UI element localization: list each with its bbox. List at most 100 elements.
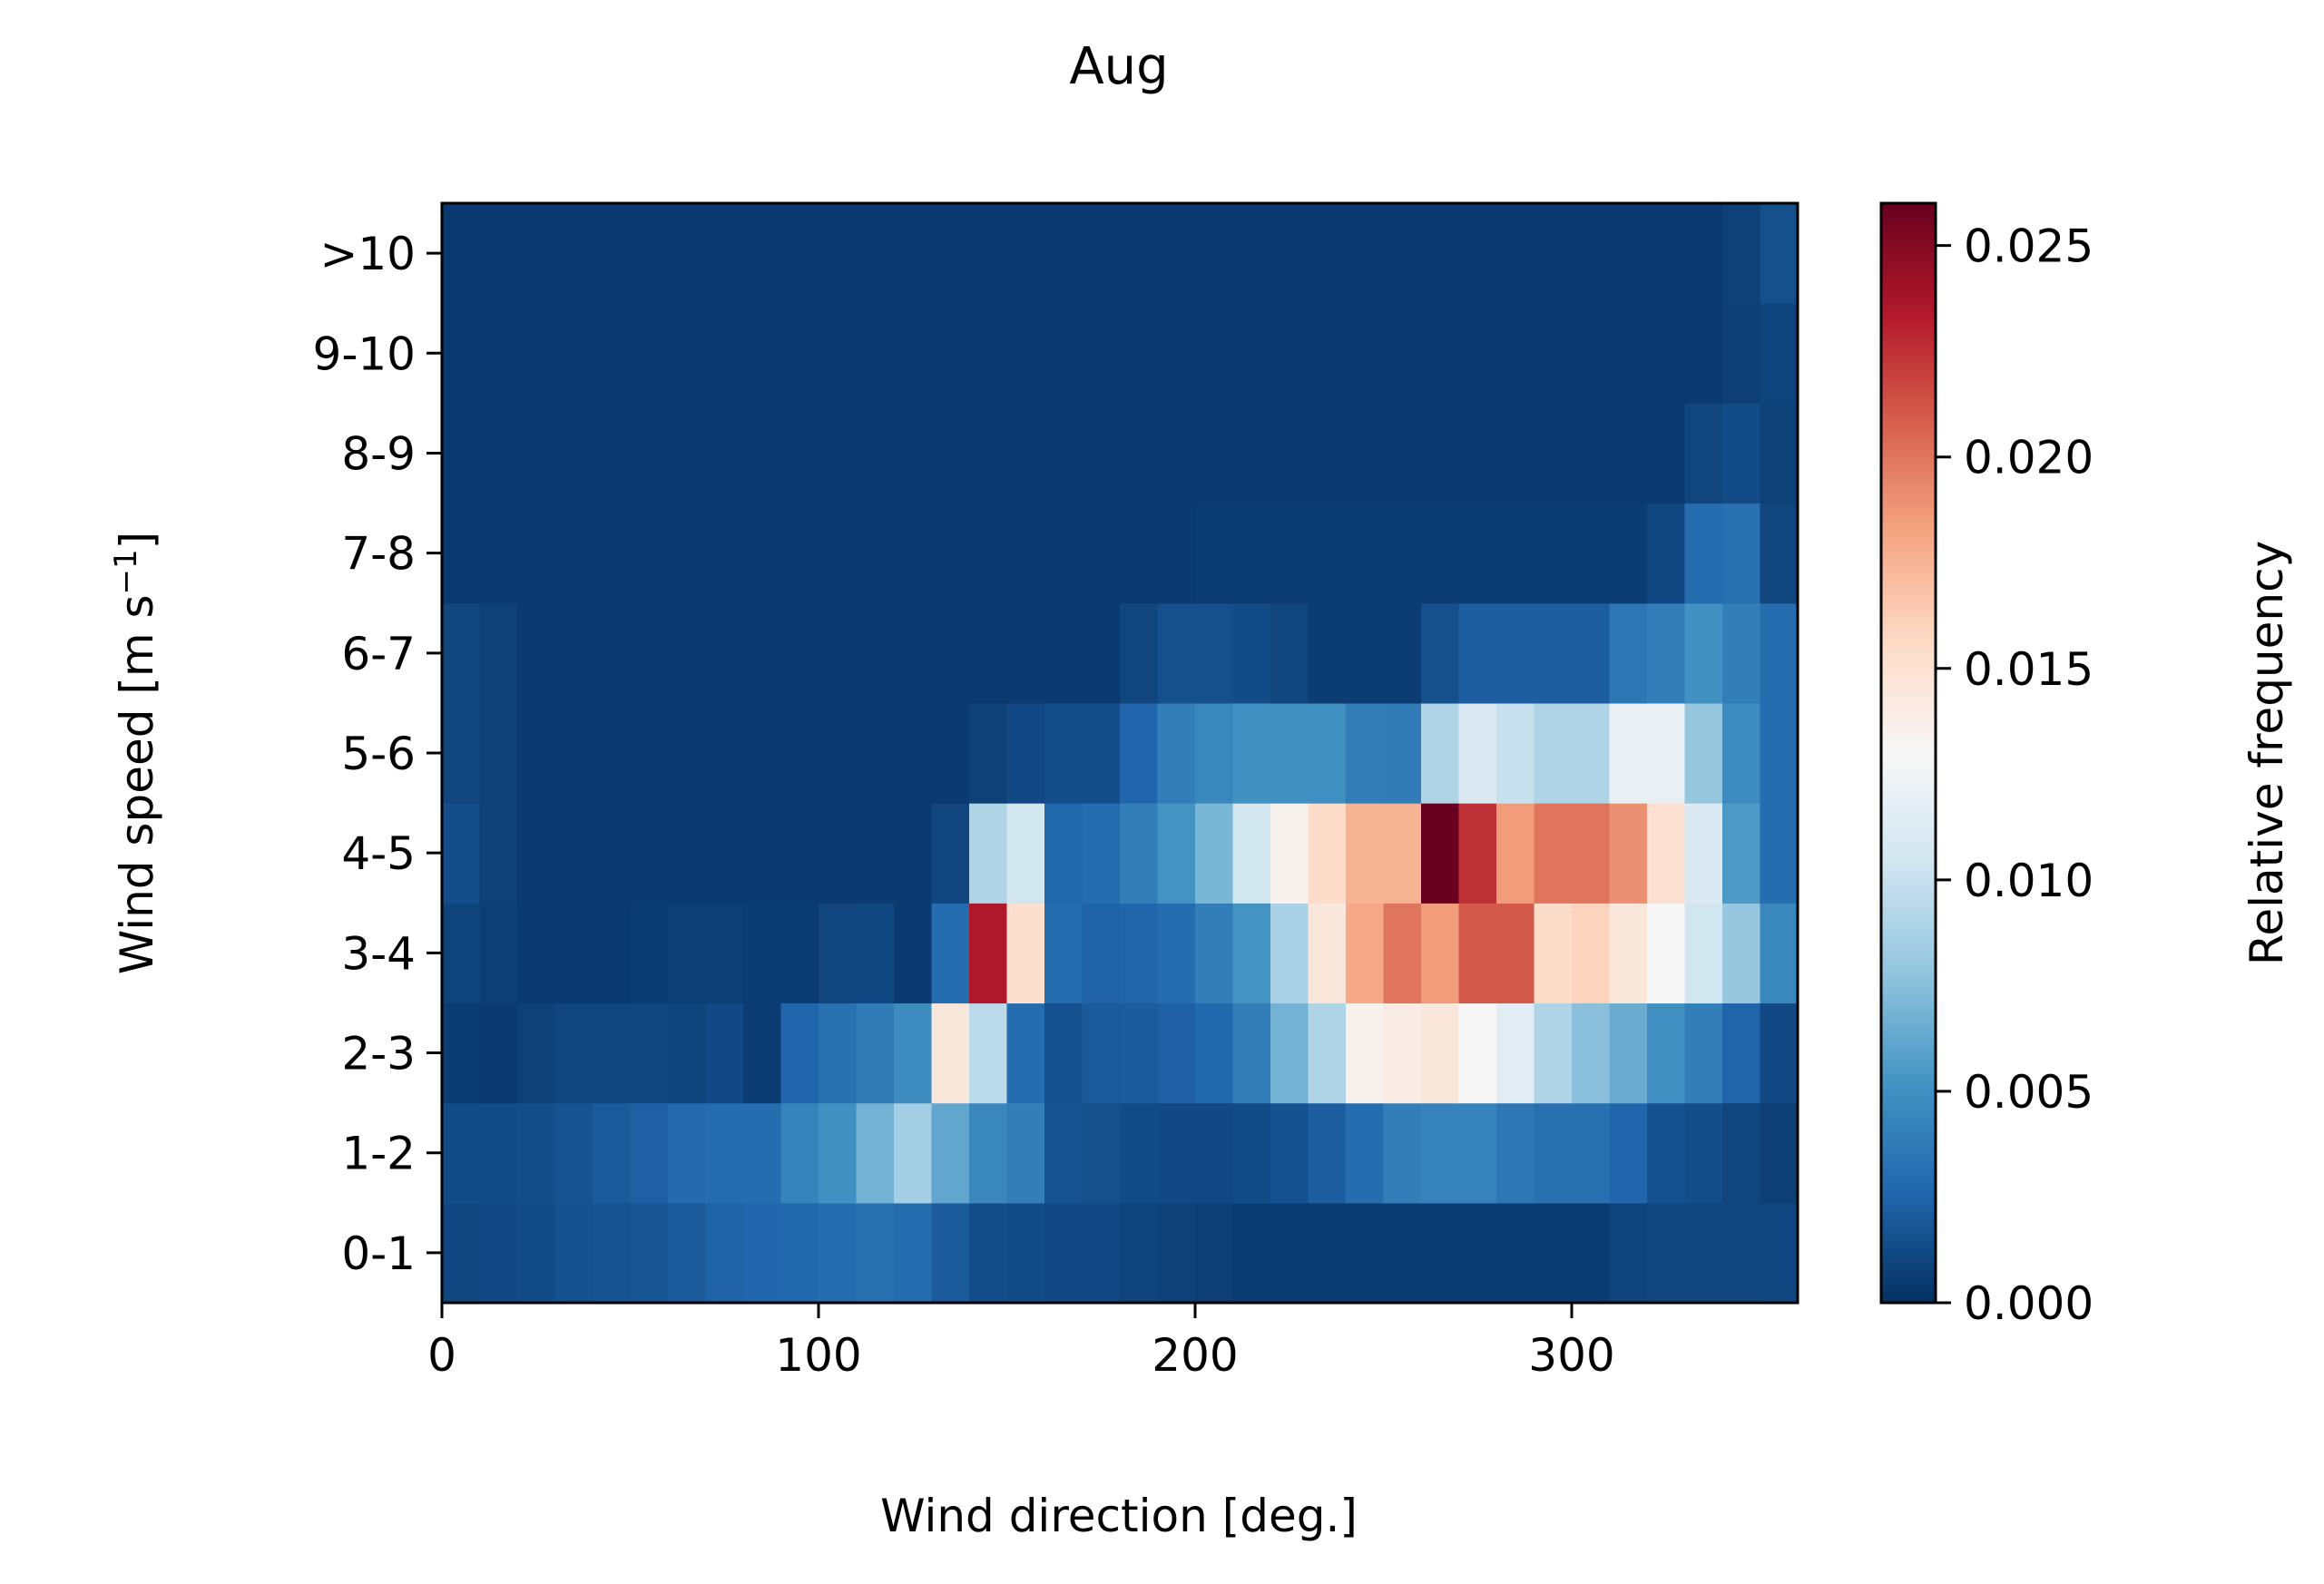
heatmap-cell	[780, 1202, 819, 1304]
heatmap-cell	[1308, 1002, 1347, 1104]
heatmap-cell	[1195, 1102, 1234, 1204]
heatmap-cell	[593, 1102, 632, 1204]
heatmap-cell	[1346, 602, 1385, 704]
heatmap-cell	[630, 203, 669, 304]
heatmap-cell	[1044, 903, 1084, 1004]
heatmap-cell	[819, 1102, 858, 1204]
heatmap-cell	[856, 1202, 895, 1304]
heatmap-cell	[479, 303, 518, 404]
heatmap-cell	[1534, 702, 1573, 804]
heatmap-cell	[1346, 403, 1385, 504]
heatmap-cell	[517, 1002, 556, 1104]
heatmap-cell	[1496, 203, 1535, 304]
x-axis-ticks: 0 100 200 300	[427, 1303, 1615, 1382]
heatmap-cell	[1006, 403, 1045, 504]
heatmap-cell	[969, 803, 1008, 904]
heatmap-cell	[780, 702, 819, 804]
heatmap-cell	[1684, 303, 1723, 404]
heatmap-cell	[668, 1002, 707, 1104]
y-tick-label: 9-10	[313, 328, 416, 380]
heatmap-cell	[668, 503, 707, 604]
heatmap-cell	[1195, 403, 1234, 504]
heatmap-cell	[1232, 1002, 1271, 1104]
heatmap-cell	[1647, 1202, 1686, 1304]
heatmap-cell	[969, 303, 1008, 404]
heatmap-cell	[1647, 403, 1686, 504]
heatmap-cell	[442, 303, 481, 404]
heatmap-cell	[743, 303, 782, 404]
y-axis-label-unit-exponent: −1	[108, 549, 144, 594]
heatmap-cell	[705, 903, 744, 1004]
heatmap-cell	[554, 903, 593, 1004]
heatmap-cell	[1684, 1202, 1723, 1304]
heatmap-cell	[931, 1002, 970, 1104]
heatmap-cell	[1383, 1002, 1422, 1104]
heatmap-cell	[1308, 203, 1347, 304]
heatmap-cell	[780, 1102, 819, 1204]
heatmap-cell	[593, 403, 632, 504]
heatmap-cell	[1308, 403, 1347, 504]
heatmap-cell	[668, 1202, 707, 1304]
y-axis-label-main: Wind speed [m s	[111, 594, 163, 974]
heatmap-cell	[1120, 1102, 1159, 1204]
heatmap-cell	[554, 602, 593, 704]
heatmap-cell	[856, 602, 895, 704]
heatmap-cell	[705, 503, 744, 604]
heatmap-cell	[1195, 602, 1234, 704]
heatmap-cell	[1496, 1102, 1535, 1204]
heatmap-cell	[1157, 602, 1196, 704]
heatmap-cell	[1421, 803, 1460, 904]
heatmap-cell	[1458, 803, 1497, 904]
heatmap-cell	[1195, 303, 1234, 404]
heatmap-cell	[1082, 803, 1121, 904]
heatmap-cell	[1346, 203, 1385, 304]
y-tick-label: 6-7	[341, 628, 416, 680]
heatmap-cell	[1383, 702, 1422, 804]
heatmap-cell	[1572, 903, 1611, 1004]
y-tick-label: 8-9	[341, 427, 416, 480]
heatmap-cell	[780, 903, 819, 1004]
heatmap-cell	[1120, 503, 1159, 604]
heatmap-cell	[969, 1202, 1008, 1304]
heatmap-cell	[743, 702, 782, 804]
y-axis-label-tail: ]	[111, 532, 163, 550]
heatmap-cell	[1120, 403, 1159, 504]
y-tick-label: 3-4	[341, 927, 416, 980]
heatmap-cell	[1421, 1202, 1460, 1304]
heatmap-cell	[705, 803, 744, 904]
heatmap-cell	[479, 1102, 518, 1204]
heatmap-cell	[856, 702, 895, 804]
heatmap-cell	[1572, 1002, 1611, 1104]
heatmap-cell	[1195, 1002, 1234, 1104]
heatmap-cell	[1609, 503, 1648, 604]
heatmap-cell	[1383, 1102, 1422, 1204]
colorbar	[1879, 201, 1937, 1305]
heatmap-cell	[743, 903, 782, 1004]
heatmap-cell	[1572, 803, 1611, 904]
heatmap-cell	[1383, 1202, 1422, 1304]
y-tick-label: 1-2	[341, 1128, 416, 1180]
heatmap-cell	[1534, 503, 1573, 604]
heatmap-cell	[1383, 503, 1422, 604]
heatmap-cell	[743, 503, 782, 604]
heatmap-cell	[1458, 203, 1497, 304]
heatmap-cell	[1534, 303, 1573, 404]
heatmap-cell	[1308, 803, 1347, 904]
heatmap-cell	[1496, 602, 1535, 704]
heatmap-cell	[1157, 803, 1196, 904]
heatmap-cell	[442, 403, 481, 504]
heatmap-cell	[743, 1202, 782, 1304]
heatmap-cell	[1609, 203, 1648, 304]
heatmap-cell	[1534, 903, 1573, 1004]
heatmap-cell	[1421, 602, 1460, 704]
heatmap-cell	[1044, 203, 1084, 304]
heatmap-cell	[479, 1002, 518, 1104]
heatmap-cell	[1496, 403, 1535, 504]
heatmap-cell	[554, 803, 593, 904]
heatmap-cell	[554, 1002, 593, 1104]
heatmap-cell	[1722, 1002, 1761, 1104]
heatmap-cell	[1572, 503, 1611, 604]
heatmap-cell	[479, 702, 518, 804]
heatmap-cell	[894, 1202, 933, 1304]
